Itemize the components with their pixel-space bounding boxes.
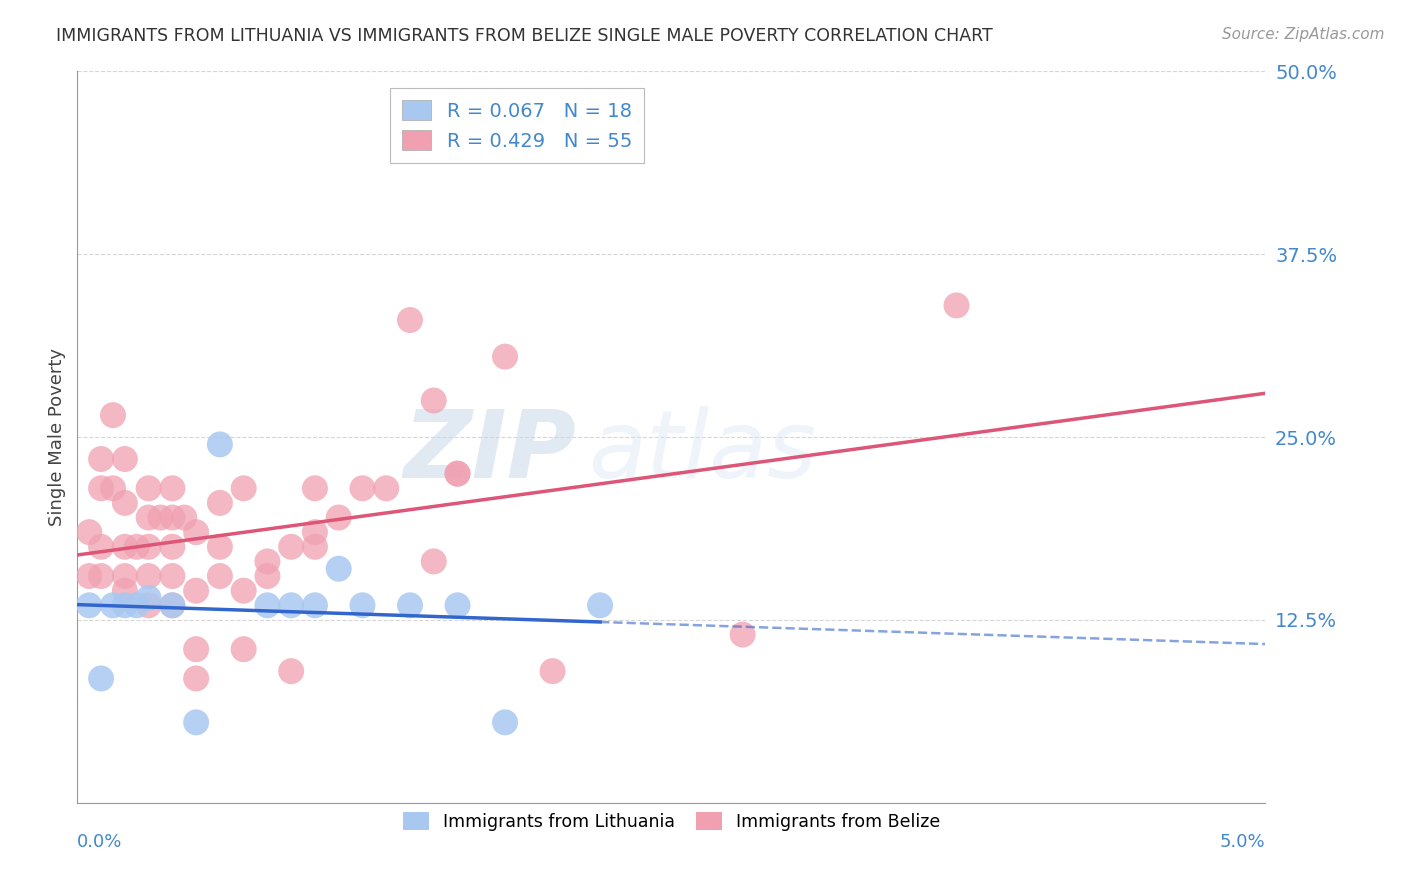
Point bbox=[256, 599, 278, 613]
Point bbox=[589, 599, 612, 613]
Point bbox=[304, 599, 326, 613]
Point bbox=[162, 481, 184, 495]
Point bbox=[256, 569, 278, 583]
Point bbox=[399, 599, 422, 613]
Point bbox=[114, 452, 136, 467]
Point bbox=[208, 437, 231, 451]
Point bbox=[352, 599, 374, 613]
Point bbox=[494, 715, 516, 730]
Point bbox=[90, 540, 112, 554]
Point bbox=[138, 591, 160, 605]
Point bbox=[232, 583, 254, 598]
Point bbox=[186, 672, 208, 686]
Point bbox=[101, 481, 124, 495]
Point bbox=[280, 540, 302, 554]
Legend: Immigrants from Lithuania, Immigrants from Belize: Immigrants from Lithuania, Immigrants fr… bbox=[396, 805, 946, 838]
Text: 0.0%: 0.0% bbox=[77, 833, 122, 851]
Point bbox=[446, 599, 468, 613]
Point bbox=[256, 554, 278, 568]
Point bbox=[232, 481, 254, 495]
Point bbox=[162, 510, 184, 524]
Point bbox=[77, 525, 100, 540]
Point bbox=[162, 540, 184, 554]
Point bbox=[101, 599, 124, 613]
Point bbox=[446, 467, 468, 481]
Point bbox=[232, 642, 254, 657]
Point bbox=[945, 298, 967, 312]
Point bbox=[114, 540, 136, 554]
Point bbox=[114, 583, 136, 598]
Point bbox=[422, 554, 444, 568]
Point bbox=[90, 569, 112, 583]
Point bbox=[208, 569, 231, 583]
Point bbox=[304, 481, 326, 495]
Point bbox=[173, 510, 195, 524]
Point bbox=[114, 599, 136, 613]
Point bbox=[541, 664, 564, 678]
Point bbox=[375, 481, 398, 495]
Point bbox=[328, 510, 350, 524]
Text: IMMIGRANTS FROM LITHUANIA VS IMMIGRANTS FROM BELIZE SINGLE MALE POVERTY CORRELAT: IMMIGRANTS FROM LITHUANIA VS IMMIGRANTS … bbox=[56, 27, 993, 45]
Point bbox=[90, 672, 112, 686]
Point bbox=[328, 562, 350, 576]
Point bbox=[101, 408, 124, 422]
Point bbox=[114, 569, 136, 583]
Point bbox=[186, 642, 208, 657]
Text: Source: ZipAtlas.com: Source: ZipAtlas.com bbox=[1222, 27, 1385, 42]
Point bbox=[90, 452, 112, 467]
Point bbox=[125, 599, 148, 613]
Point bbox=[162, 569, 184, 583]
Text: 5.0%: 5.0% bbox=[1220, 833, 1265, 851]
Y-axis label: Single Male Poverty: Single Male Poverty bbox=[48, 348, 66, 526]
Point bbox=[399, 313, 422, 327]
Point bbox=[138, 569, 160, 583]
Point bbox=[186, 583, 208, 598]
Point bbox=[162, 599, 184, 613]
Point bbox=[138, 510, 160, 524]
Point bbox=[138, 599, 160, 613]
Point bbox=[138, 481, 160, 495]
Point bbox=[138, 540, 160, 554]
Point bbox=[125, 540, 148, 554]
Point bbox=[90, 481, 112, 495]
Point bbox=[114, 496, 136, 510]
Point bbox=[186, 715, 208, 730]
Point bbox=[208, 540, 231, 554]
Text: ZIP: ZIP bbox=[404, 406, 576, 498]
Point bbox=[77, 569, 100, 583]
Text: atlas: atlas bbox=[588, 406, 817, 497]
Point bbox=[304, 540, 326, 554]
Point bbox=[186, 525, 208, 540]
Point bbox=[280, 599, 302, 613]
Point bbox=[280, 664, 302, 678]
Point bbox=[162, 599, 184, 613]
Point bbox=[304, 525, 326, 540]
Point bbox=[494, 350, 516, 364]
Point bbox=[446, 467, 468, 481]
Point bbox=[731, 627, 754, 641]
Point bbox=[208, 496, 231, 510]
Point bbox=[77, 599, 100, 613]
Point bbox=[422, 393, 444, 408]
Point bbox=[352, 481, 374, 495]
Point bbox=[149, 510, 172, 524]
